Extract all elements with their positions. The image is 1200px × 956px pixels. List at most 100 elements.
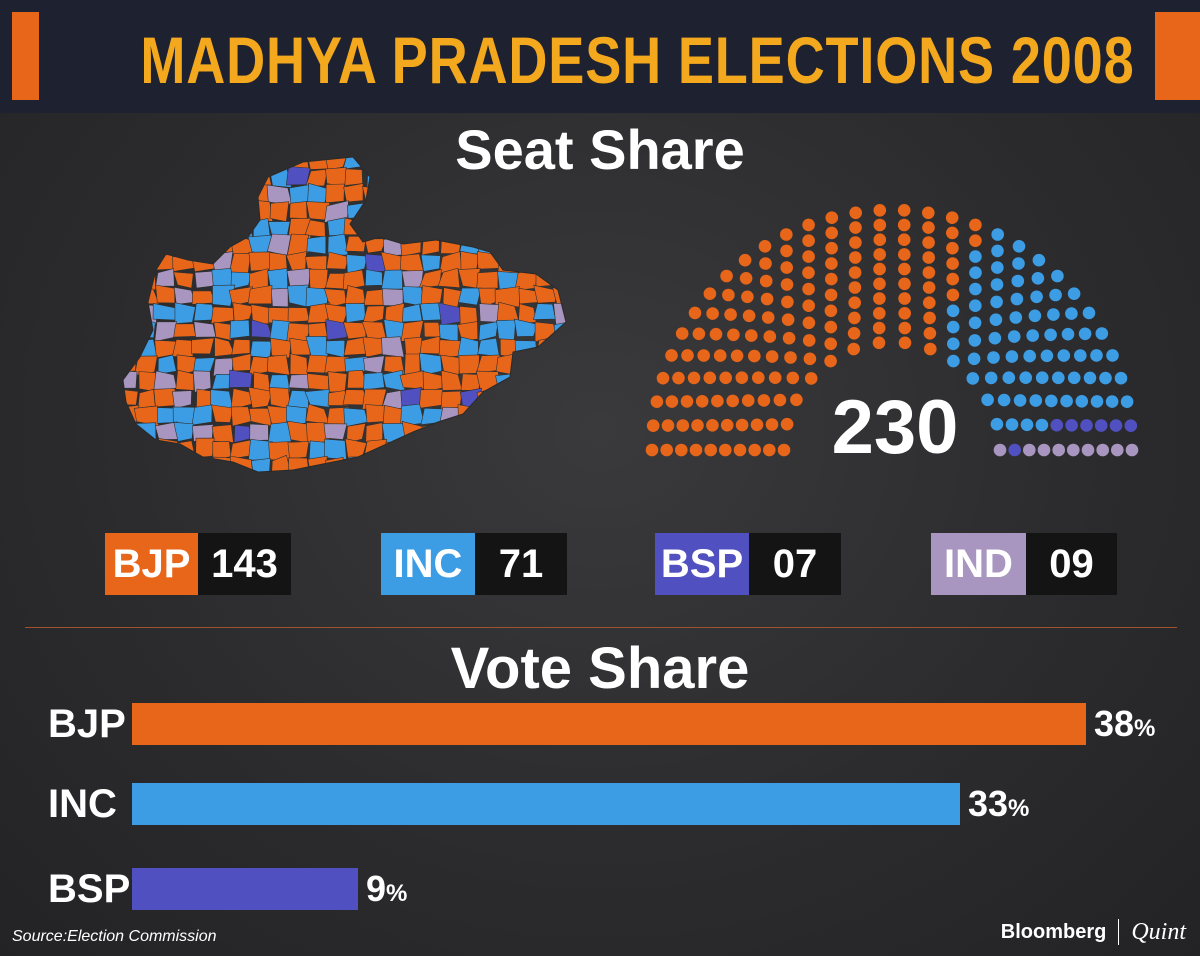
map-region	[553, 336, 566, 358]
map-region	[305, 168, 329, 187]
map-region	[270, 287, 289, 308]
seat-dot-bjp	[825, 272, 838, 286]
seat-dot-inc	[1030, 290, 1043, 304]
seat-dot-inc	[981, 393, 994, 407]
seat-dot-bjp	[745, 329, 758, 342]
seat-dot-inc	[1045, 394, 1058, 408]
map-region	[230, 185, 253, 207]
map-region	[534, 235, 555, 258]
map-region	[533, 157, 556, 173]
header-accent-left	[12, 12, 39, 100]
map-region	[364, 238, 387, 254]
seat-count-bsp: 07	[749, 533, 841, 595]
seat-dot-bjp	[689, 443, 703, 457]
seat-dot-bjp	[742, 309, 756, 323]
seat-dot-inc	[1044, 328, 1057, 342]
seat-dot-inc	[1095, 327, 1109, 340]
seat-dot-inc	[1011, 274, 1025, 288]
map-region	[123, 388, 139, 406]
seat-dot-bjp	[719, 443, 732, 457]
map-region	[496, 319, 517, 342]
section-divider	[25, 627, 1177, 628]
map-region	[514, 422, 539, 442]
seat-dot-inc	[968, 334, 982, 347]
seat-dot-inc	[1035, 371, 1049, 384]
map-region	[175, 369, 195, 391]
seat-box-ind: IND 09	[931, 533, 1117, 595]
map-region	[462, 157, 481, 172]
seat-dot-bjp	[825, 241, 838, 255]
map-region	[533, 250, 556, 275]
seat-count-ind: 09	[1026, 533, 1117, 595]
seat-dot-bjp	[768, 371, 782, 384]
map-region	[248, 356, 271, 376]
map-region	[553, 403, 566, 425]
seat-dot-inc	[1105, 395, 1119, 408]
map-region	[518, 438, 537, 461]
map-region	[306, 373, 330, 391]
map-region	[536, 337, 557, 359]
map-region	[440, 475, 459, 480]
seat-dot-inc	[1047, 308, 1060, 321]
map-region	[555, 386, 566, 411]
seat-dot-bjp	[687, 371, 701, 385]
seat-dot-bjp	[763, 443, 776, 457]
map-region	[324, 157, 349, 171]
map-region	[123, 437, 138, 461]
brand-quint: Quint	[1131, 918, 1186, 945]
map-region	[212, 201, 234, 220]
seat-dot-inc	[989, 313, 1003, 326]
map-region	[381, 336, 405, 358]
map-region	[418, 388, 444, 409]
map-region	[249, 340, 273, 359]
map-region	[362, 217, 385, 240]
seat-dot-inc	[1031, 272, 1045, 285]
map-region	[156, 234, 178, 254]
map-region	[552, 157, 566, 172]
seat-dot-bjp	[848, 311, 861, 325]
map-region	[533, 284, 558, 304]
seat-dot-bjp	[704, 443, 717, 457]
seat-dot-bjp	[656, 371, 670, 385]
map-region	[175, 217, 194, 240]
seat-dot-bjp	[759, 257, 772, 270]
map-region	[551, 270, 566, 289]
seat-dot-inc	[1067, 371, 1081, 385]
seat-label-ind: IND	[931, 533, 1026, 595]
map-region	[345, 303, 366, 323]
seat-dot-bjp	[873, 277, 886, 291]
map-region	[552, 437, 566, 459]
map-region	[516, 370, 539, 391]
map-region	[211, 373, 232, 390]
map-region	[381, 157, 402, 171]
map-region	[438, 182, 463, 206]
header-accent-right	[1155, 12, 1200, 100]
seat-dot-bjp	[849, 206, 862, 220]
seat-dot-bjp	[646, 419, 660, 432]
seat-dot-bjp	[724, 308, 737, 321]
map-region	[195, 437, 215, 459]
map-region	[457, 183, 482, 205]
seat-dot-bjp	[922, 221, 935, 234]
map-region	[211, 217, 232, 240]
map-region	[459, 421, 481, 442]
seat-dot-inc	[1090, 349, 1103, 362]
vote-value-inc: 33%	[968, 783, 1030, 824]
seat-dot-bjp	[873, 262, 886, 276]
map-region	[555, 475, 571, 480]
map-region	[213, 184, 236, 205]
map-region	[230, 406, 252, 427]
map-region	[173, 271, 194, 289]
seat-dot-inc	[990, 278, 1004, 291]
seat-dot-bjp	[873, 204, 887, 217]
seat-dot-bjp	[722, 288, 735, 302]
seat-dot-inc	[1067, 287, 1081, 300]
seat-dot-bjp	[923, 296, 936, 309]
map-region	[438, 167, 459, 189]
map-region	[346, 254, 368, 274]
map-region	[495, 166, 519, 188]
seat-dot-inc	[1074, 349, 1087, 362]
seat-dot-bjp	[750, 418, 764, 432]
map-region	[365, 404, 386, 424]
seat-dot-inc	[1028, 309, 1042, 323]
